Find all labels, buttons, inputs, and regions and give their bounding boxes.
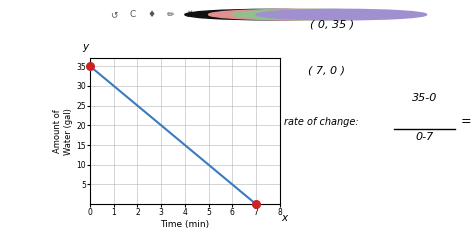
Text: ✏: ✏	[167, 10, 174, 19]
Text: C: C	[129, 10, 136, 19]
Text: ( 0, 35 ): ( 0, 35 )	[310, 19, 354, 29]
Circle shape	[256, 9, 427, 20]
Text: 35-0: 35-0	[412, 93, 438, 103]
Text: ✗: ✗	[186, 10, 193, 19]
Text: y: y	[82, 43, 89, 52]
Text: /: /	[202, 10, 205, 19]
Point	[86, 64, 94, 68]
X-axis label: Time (min): Time (min)	[160, 220, 210, 229]
Text: 0-7: 0-7	[416, 132, 434, 142]
Text: ↺: ↺	[110, 10, 118, 19]
Text: ▨: ▨	[237, 10, 246, 19]
Circle shape	[209, 9, 379, 20]
Y-axis label: Amount of
Water (gal): Amount of Water (gal)	[53, 108, 73, 155]
Text: rate of change:: rate of change:	[284, 116, 359, 127]
Circle shape	[232, 9, 403, 20]
Text: x: x	[282, 213, 288, 223]
Circle shape	[185, 9, 356, 20]
Text: ♦: ♦	[147, 10, 156, 19]
Text: ( 7, 0 ): ( 7, 0 )	[308, 66, 345, 76]
Point	[252, 202, 260, 206]
Text: ▣: ▣	[219, 10, 227, 19]
Text: =: =	[461, 115, 471, 128]
